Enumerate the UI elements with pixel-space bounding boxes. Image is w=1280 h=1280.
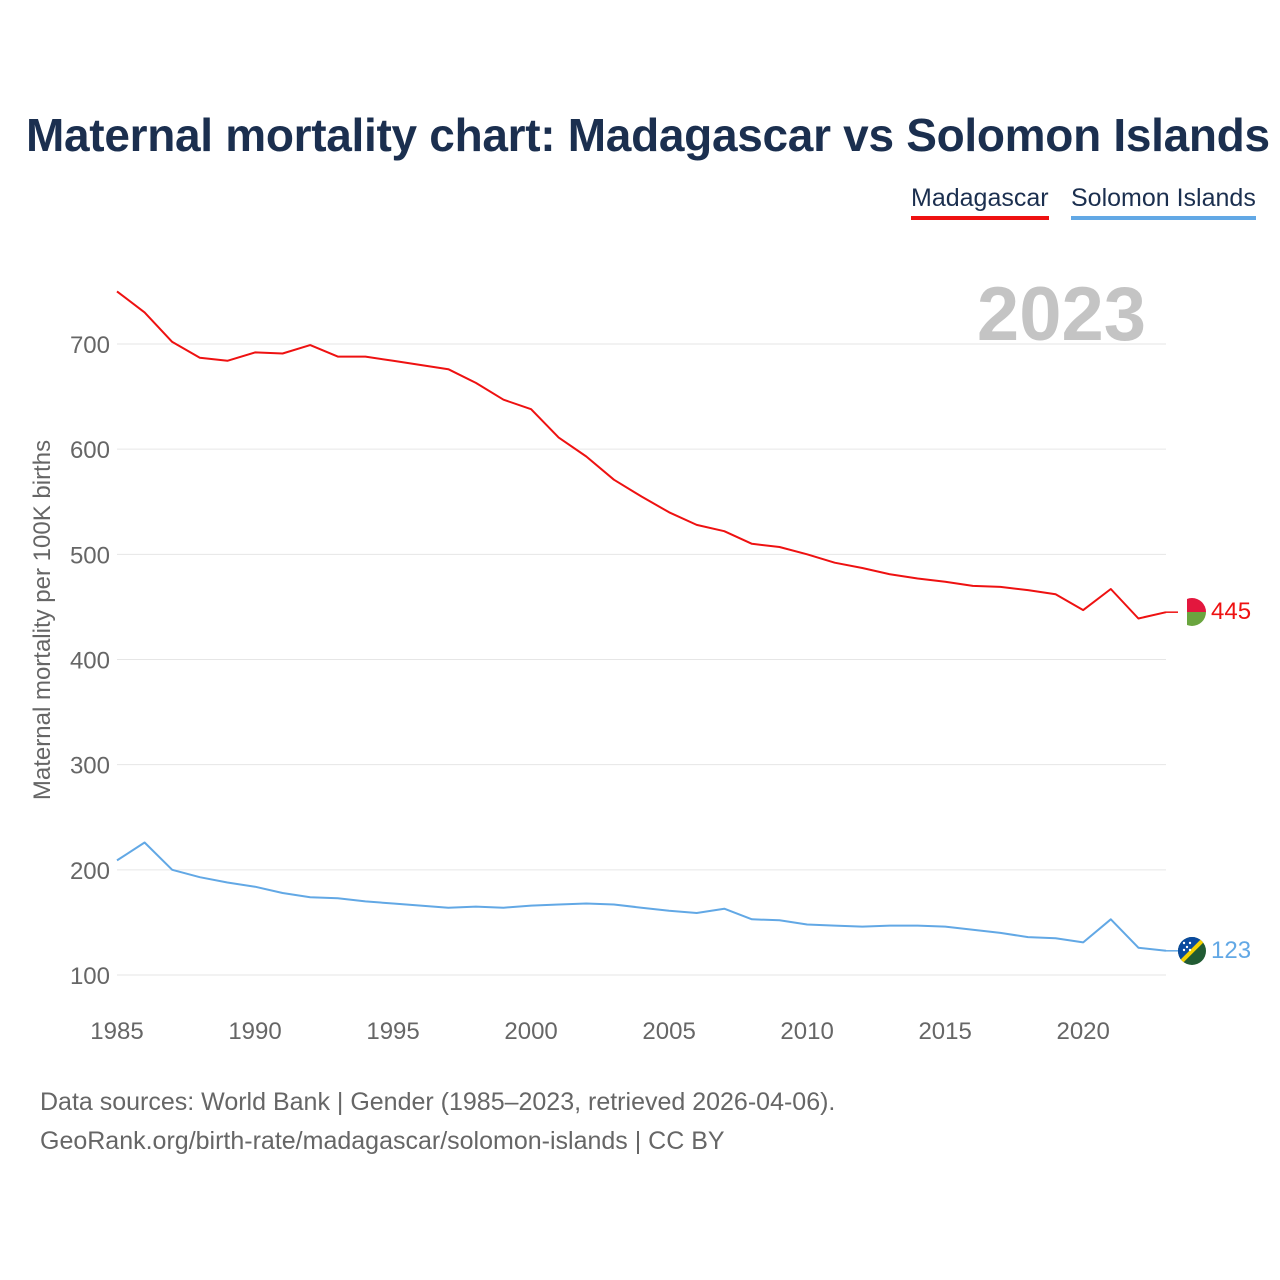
x-tick-label: 2005 (642, 1018, 695, 1045)
x-tick-label: 2000 (504, 1018, 557, 1045)
series-line-solomon-islands (116, 841, 1167, 952)
x-tick-label: 2010 (780, 1018, 833, 1045)
solomon-islands-flag-icon (1178, 937, 1206, 965)
x-tick-label: 1985 (90, 1018, 143, 1045)
series-lines (116, 290, 1178, 952)
x-tick-label: 1995 (366, 1018, 419, 1045)
line-chart: 2023 100 200 300 400 500 600 700 1985 1990 1995 2… (29, 272, 1251, 1045)
legend-madagascar[interactable]: Madagascar (911, 184, 1049, 220)
y-axis-ticks: 100 200 300 400 500 600 700 (70, 332, 110, 990)
y-tick-label: 100 (70, 963, 110, 990)
madagascar-end-value: 445 (1211, 598, 1251, 625)
y-tick-label: 200 (70, 858, 110, 885)
year-watermark: 2023 (977, 272, 1146, 357)
series-line-madagascar (116, 290, 1167, 620)
x-tick-label: 1990 (228, 1018, 281, 1045)
y-tick-label: 500 (70, 542, 110, 569)
source-link[interactable]: GeoRank.org/birth-rate/madagascar/solomo… (40, 1127, 725, 1155)
y-tick-label: 600 (70, 437, 110, 464)
grid-lines (117, 343, 1166, 976)
data-source-note: Data sources: World Bank | Gender (1985–… (40, 1088, 836, 1116)
legend-solomon-islands[interactable]: Solomon Islands (1071, 184, 1256, 220)
y-tick-label: 400 (70, 648, 110, 675)
y-tick-label: 700 (70, 332, 110, 359)
madagascar-flag-icon (1178, 598, 1206, 626)
y-axis-label: Maternal mortality per 100K births (29, 440, 56, 800)
chart-title: Maternal mortality chart: Madagascar vs … (26, 109, 1270, 161)
x-tick-label: 2020 (1056, 1018, 1109, 1045)
y-tick-label: 300 (70, 753, 110, 780)
x-tick-label: 2015 (918, 1018, 971, 1045)
x-axis-ticks: 1985 1990 1995 2000 2005 2010 2015 2020 (90, 1018, 1110, 1045)
solomon-islands-end-value: 123 (1211, 937, 1251, 964)
